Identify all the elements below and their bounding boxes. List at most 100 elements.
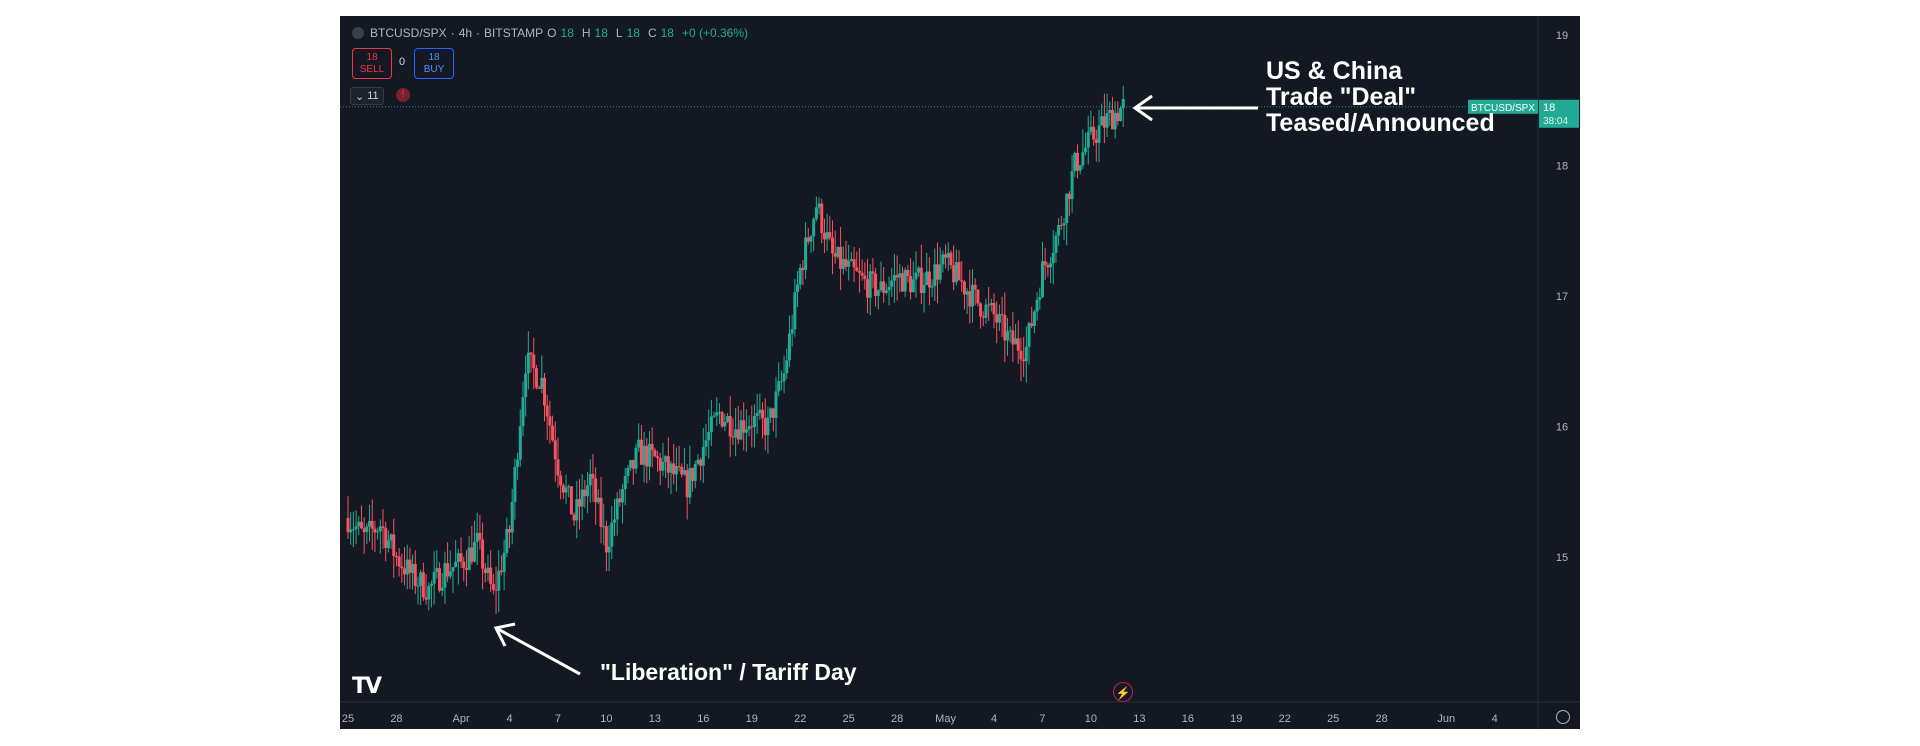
- open-label: O: [547, 26, 557, 40]
- buy-label: BUY: [423, 63, 445, 75]
- candle-body: [1049, 263, 1053, 268]
- price-tag-symbol: BTCUSD/SPX: [1471, 103, 1535, 114]
- candle-body: [903, 269, 907, 292]
- candle-body: [378, 526, 382, 532]
- candle-body: [944, 254, 948, 258]
- candle-body: [572, 514, 576, 521]
- arrow-liberation-shaft: [495, 626, 581, 676]
- symbol-header: BTCUSD/SPX · 4h · BITSTAMP O 18 H 18 L 18 C…: [352, 24, 748, 42]
- candle-body: [742, 420, 746, 433]
- candle-body: [1086, 131, 1090, 148]
- candle-body: [828, 232, 832, 238]
- candle-body: [518, 426, 522, 460]
- buy-price: 18: [428, 51, 440, 63]
- candlestick-chart[interactable]: 15 16 17 18 19 25 28 Apr 4 7 10 13 16 19 22 25 28 May 4 7 10…: [340, 16, 1580, 729]
- candle-body: [561, 485, 565, 493]
- candle-body: [1019, 350, 1023, 360]
- candle-body: [1105, 113, 1109, 128]
- candle-body: [766, 417, 770, 436]
- x-tick-label: Apr: [452, 713, 469, 725]
- candle-body: [481, 539, 485, 569]
- settings-icon[interactable]: [1556, 710, 1570, 724]
- candle-body: [839, 246, 843, 269]
- candle-body: [820, 203, 824, 233]
- candle-body: [424, 597, 428, 600]
- candle-body: [717, 412, 721, 414]
- candle-body: [416, 585, 420, 587]
- candle-body: [1089, 126, 1093, 132]
- symbol-name[interactable]: BTCUSD/SPX: [370, 26, 447, 40]
- candle-body: [569, 486, 573, 515]
- candle-body: [357, 521, 361, 527]
- candle-body: [1075, 152, 1079, 171]
- candle-body: [1024, 346, 1028, 362]
- candle-body: [866, 279, 870, 298]
- candle-body: [906, 269, 910, 276]
- candle-body: [677, 466, 681, 468]
- buy-button[interactable]: 18 BUY: [414, 48, 454, 79]
- candle-body: [771, 408, 775, 418]
- x-tick-label: 28: [390, 713, 402, 725]
- candle-body: [634, 447, 638, 469]
- candle-body: [502, 552, 506, 573]
- candle-body: [647, 443, 651, 467]
- candle-body: [1110, 109, 1114, 130]
- candle-body: [505, 528, 509, 553]
- candle-body: [1100, 116, 1104, 126]
- candle-body: [680, 466, 684, 475]
- candle-body: [860, 272, 864, 276]
- candle-body: [513, 466, 517, 503]
- candle-body: [596, 497, 600, 503]
- candle-body: [992, 302, 996, 315]
- candle-body: [836, 246, 840, 257]
- x-tick-label: 28: [1376, 713, 1388, 725]
- candle-body: [949, 252, 953, 266]
- candle-body: [674, 466, 678, 475]
- candle-body: [855, 267, 859, 271]
- candle-body: [979, 303, 983, 317]
- candle-body: [386, 540, 390, 548]
- candle-body: [438, 568, 442, 591]
- candle-body: [739, 420, 743, 440]
- candle-body: [526, 352, 530, 374]
- candle-body: [656, 456, 660, 459]
- candle-body: [922, 285, 926, 293]
- candle-body: [645, 445, 649, 467]
- candle-body: [898, 273, 902, 278]
- candle-body: [411, 563, 415, 573]
- lightning-icon[interactable]: ⚡: [1113, 682, 1133, 702]
- candle-body: [1078, 165, 1082, 171]
- candle-body: [548, 416, 552, 426]
- candle-body: [895, 275, 899, 278]
- candle-body: [346, 517, 350, 533]
- high-label: H: [581, 26, 591, 40]
- candle-body: [785, 360, 789, 374]
- open-value: 18: [560, 26, 574, 40]
- candle-body: [965, 291, 969, 295]
- candle-body: [968, 291, 972, 307]
- candle-body: [812, 219, 816, 237]
- candle-body: [1116, 112, 1120, 122]
- candle-body: [577, 499, 581, 507]
- candle-body: [1113, 112, 1117, 130]
- candle-body: [809, 236, 813, 242]
- indicators-toggle[interactable]: ⌄ 11: [350, 87, 384, 105]
- candle-body: [831, 237, 835, 254]
- candle-body: [736, 429, 740, 440]
- alert-icon[interactable]: !: [396, 88, 410, 102]
- candle-body: [726, 415, 730, 422]
- candle-body: [376, 531, 380, 533]
- chart-panel[interactable]: 15 16 17 18 19 25 28 Apr 4 7 10 13 16 19 22 25 28 May 4 7 10…: [340, 16, 1580, 729]
- tradingview-logo-icon[interactable]: TV: [352, 674, 382, 699]
- candle-body: [1014, 338, 1018, 345]
- candle-body: [1121, 99, 1125, 109]
- candle-body: [602, 526, 606, 528]
- candle-body: [1030, 323, 1034, 327]
- sell-button[interactable]: 18 SELL: [352, 48, 392, 79]
- candle-body: [806, 237, 810, 242]
- candle-body: [989, 302, 993, 306]
- candle-body: [849, 259, 853, 261]
- candle-body: [491, 583, 495, 590]
- candle-body: [852, 259, 856, 268]
- interval[interactable]: 4h: [458, 26, 473, 40]
